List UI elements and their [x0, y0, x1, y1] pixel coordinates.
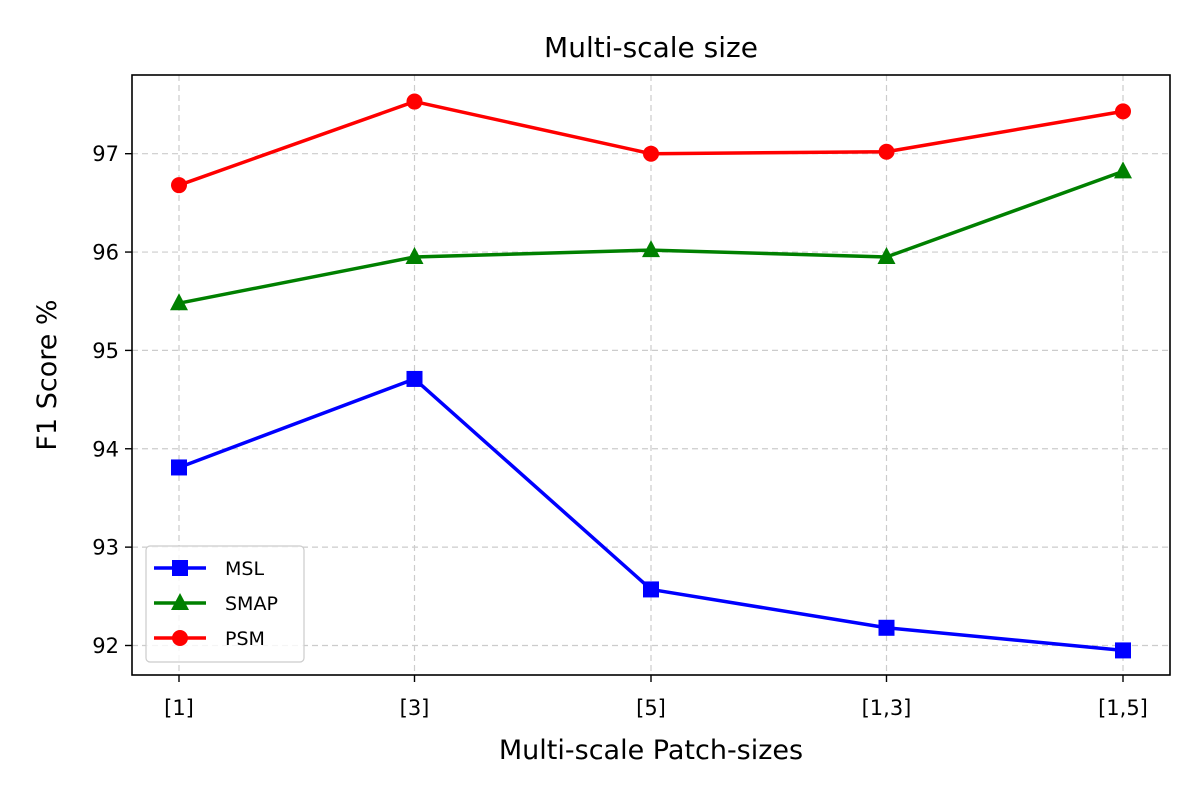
data-point-smap — [405, 246, 424, 264]
data-point-smap — [877, 246, 896, 264]
data-point-msl — [1115, 642, 1131, 659]
data-point-msl — [643, 581, 659, 598]
series-psm — [171, 93, 1131, 194]
y-tick-label: 97 — [92, 142, 119, 166]
data-point-msl — [171, 459, 187, 476]
series-msl — [171, 370, 1131, 659]
legend-marker-smap — [171, 593, 189, 610]
data-point-smap — [1114, 161, 1132, 179]
series-layer — [170, 93, 1132, 659]
x-tick-label: [1,3] — [862, 696, 912, 720]
x-axis-label: Multi-scale Patch-sizes — [499, 735, 803, 766]
series-line-psm — [178, 99, 1124, 187]
data-point-msl — [406, 370, 423, 387]
data-point-smap — [170, 293, 188, 311]
x-tick-label: [3] — [400, 696, 430, 720]
data-point-psm — [643, 145, 659, 162]
axis-ticks: [1] [3] [5] [1,3] [1,5] 92 93 94 95 96 97 — [92, 142, 1148, 720]
legend: MSL SMAP PSM — [145, 545, 305, 663]
grid-lines — [132, 75, 1170, 675]
data-point-smap — [642, 240, 660, 258]
data-point-psm — [171, 177, 187, 194]
legend-marker-msl — [172, 560, 188, 576]
legend-marker-psm — [172, 630, 188, 646]
y-tick-label: 92 — [92, 634, 119, 658]
x-tick-label: [5] — [636, 696, 666, 720]
y-tick-label: 95 — [92, 339, 119, 363]
legend-label-psm: PSM — [225, 628, 265, 650]
data-point-msl — [878, 619, 895, 636]
data-point-psm — [1115, 103, 1131, 120]
x-tick-label: [1,5] — [1098, 696, 1148, 720]
x-tick-label: [1] — [164, 696, 194, 720]
y-tick-label: 94 — [92, 437, 119, 461]
y-tick-label: 96 — [92, 241, 119, 265]
y-tick-label: 93 — [92, 536, 119, 560]
series-smap — [170, 161, 1132, 311]
data-point-psm — [878, 143, 895, 160]
y-axis-label: F1 Score % — [32, 299, 63, 450]
legend-label-msl: MSL — [225, 558, 264, 580]
legend-label-smap: SMAP — [225, 593, 278, 615]
data-point-psm — [406, 93, 423, 110]
chart-title: Multi-scale size — [544, 31, 758, 64]
